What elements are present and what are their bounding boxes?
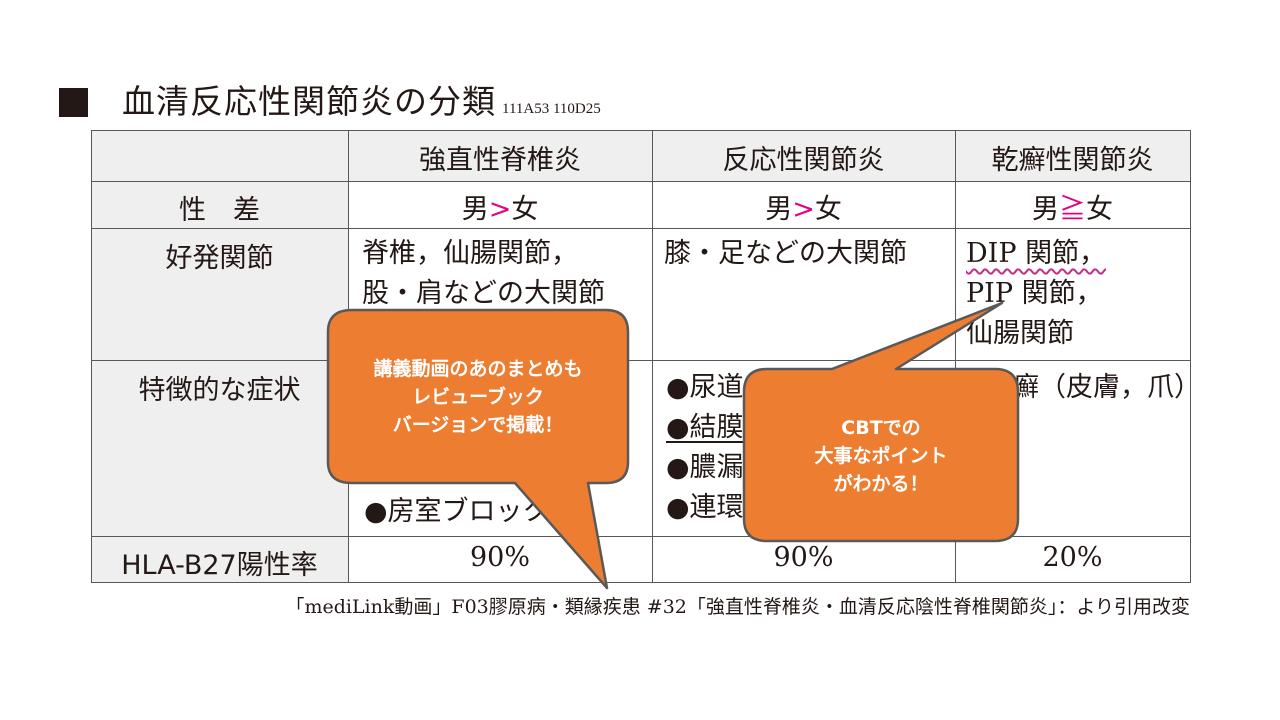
callout-review-book: 講義動画のあのまとめも レビューブック バージョンで掲載！ <box>328 355 628 439</box>
callout-line: CBTでの <box>841 417 921 439</box>
joints-reactive: 膝・足などの大関節 <box>664 234 907 274</box>
joints-line: 仙腸関節 <box>966 318 1074 349</box>
female-text: 女 <box>1086 194 1113 225</box>
symptom-item: ●房室ブロック <box>364 496 550 527</box>
comparison-operator: > <box>792 194 815 225</box>
joints-line: PIP 関節， <box>966 278 1103 309</box>
symptom-item: ●膿漏 <box>666 452 744 483</box>
joints-as: 脊椎，仙腸関節， 股・肩などの大関節 <box>362 234 605 314</box>
title-square-icon <box>59 88 88 117</box>
comparison-operator: > <box>488 194 512 225</box>
female-text: 女 <box>511 194 539 225</box>
symptoms-as: ●房室ブロック <box>364 492 550 532</box>
table-border <box>91 130 1191 131</box>
table-border <box>91 228 1191 229</box>
table-border <box>91 582 1191 583</box>
table-border <box>1190 130 1191 583</box>
table-border <box>91 130 92 583</box>
column-header-ankylosing-spondylitis: 強直性脊椎炎 <box>419 145 581 176</box>
page-title: 血清反応性関節炎の分類 111A53 110D25 <box>122 80 601 131</box>
column-header-reactive-arthritis: 反応性関節炎 <box>722 145 885 176</box>
row-label-predilection-joints: 好発関節 <box>165 243 274 274</box>
male-text: 男 <box>461 194 489 225</box>
hla-b27-psoriatic: 20% <box>1042 542 1103 573</box>
symptom-item: ●尿道 <box>666 372 744 403</box>
table-border <box>955 130 956 583</box>
callout-line: レビューブック <box>412 386 544 408</box>
exam-codes: 111A53 110D25 <box>502 101 601 117</box>
table-border <box>91 181 1191 182</box>
male-text: 男 <box>1032 194 1059 225</box>
citation: 「mediLink動画」F03膠原病・類縁疾患 #32「強直性脊椎炎・血清反応陰… <box>285 596 1190 618</box>
symptom-item: ●結膜 <box>666 412 744 443</box>
symptom-item: ●連環 <box>666 492 744 523</box>
table-border <box>652 130 653 583</box>
male-text: 男 <box>765 194 793 225</box>
callout-line: バージョンで掲載！ <box>392 414 564 436</box>
female-text: 女 <box>814 194 842 225</box>
joints-line-dip: DIP 関節， <box>966 238 1107 269</box>
table-label-column-bg <box>91 182 348 583</box>
row-label-hla-b27: HLA-B27陽性率 <box>121 550 318 581</box>
symptoms-reactive: ●尿道 ●結膜 ●膿漏 ●連環 <box>666 368 744 528</box>
table-header-row-bg <box>91 131 1190 182</box>
hla-b27-reactive: 90% <box>773 542 834 573</box>
sex-ratio-reactive: 男>女 <box>652 187 955 226</box>
row-label-characteristic-symptoms: 特徴的な症状 <box>138 375 301 406</box>
sex-ratio-as: 男>女 <box>348 187 652 226</box>
table-border <box>91 360 1191 361</box>
callout-line: 大事なポイント <box>814 445 948 467</box>
joints-line: 脊椎，仙腸関節， <box>362 238 578 269</box>
callout-line: 講義動画のあのまとめも <box>373 358 583 380</box>
row-label-sex-difference: 性 差 <box>179 195 260 226</box>
hla-b27-as: 90% <box>469 542 530 573</box>
joints-line: 股・肩などの大関節 <box>362 278 605 309</box>
symptom-item: 癬（皮膚，爪） <box>1012 372 1201 403</box>
comparison-operator: ≧ <box>1059 194 1086 225</box>
title-text: 血清反応性関節炎の分類 <box>122 82 496 121</box>
column-header-psoriatic-arthritis: 乾癬性関節炎 <box>991 145 1154 176</box>
callout-cbt-points: CBTでの 大事なポイント がわかる！ <box>744 414 1018 498</box>
table-border <box>91 536 1191 537</box>
joints-line: 膝・足などの大関節 <box>664 238 907 269</box>
joints-psoriatic: DIP 関節， PIP 関節， 仙腸関節 <box>966 234 1106 354</box>
symptoms-psoriatic: 癬（皮膚，爪） <box>1012 368 1201 408</box>
sex-ratio-psoriatic: 男≧女 <box>955 187 1190 226</box>
callout-line: がわかる！ <box>833 473 929 495</box>
